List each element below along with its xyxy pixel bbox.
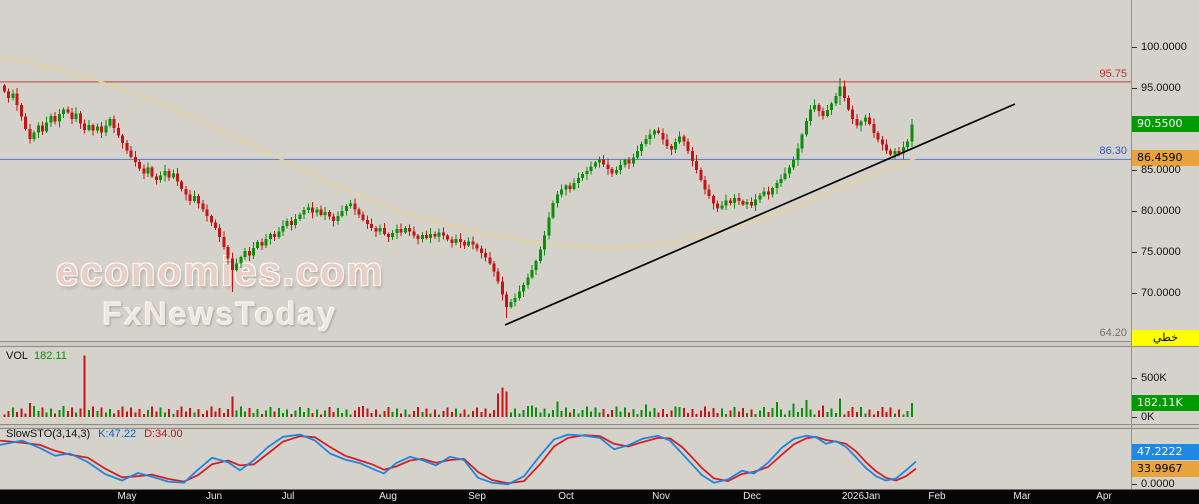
pane-divider[interactable] [0,424,1199,429]
month-label: May [117,491,137,502]
price-tick-label: 80.0000 [1132,204,1198,218]
price-tick-label: 75.0000 [1132,245,1198,259]
time-axis[interactable]: May Jun Jul Aug Sep Oct Nov Dec 2026Jan Feb Mar Apr [0,489,1199,504]
month-label: Aug [379,491,397,502]
volume-tick-label: 0K [1132,410,1198,424]
trendline[interactable] [504,103,1016,326]
horizontal-lines[interactable] [0,81,1131,160]
month-label: Jun [205,491,223,502]
ma-value-badge: 86.4590 [1132,150,1199,167]
volume-pane-header: VOL 182.11 [6,350,67,362]
stochastic-lines [0,433,917,486]
month-label: Apr [1096,491,1112,502]
volume-value-badge: 182.11K [1132,394,1199,411]
month-label: Oct [558,491,574,502]
price-axis-separator [1131,0,1132,489]
month-label: Feb [928,491,946,502]
stochastic-k-value: K:47.22 [98,428,137,440]
stochastic-d-value: D:34.00 [144,428,183,440]
stochastic-d-badge: 33.9967 [1132,461,1199,477]
volume-tick-label: 500K [1132,371,1198,385]
price-tick-label: 100.0000 [1132,40,1198,54]
last-price-badge: 90.5500 [1132,116,1199,133]
pane-divider[interactable] [0,341,1199,347]
candles-series [3,77,914,319]
scale-mode-badge: خطي [1132,330,1199,346]
price-tick-label: 70.0000 [1132,286,1198,300]
moving-average-line [0,55,917,249]
volume-indicator-label: VOL [6,350,29,362]
volume-indicator-value: 182.11 [34,350,67,362]
month-label: Jul [281,491,295,502]
stochastic-tick-label: 0.0000 [1132,477,1198,491]
stochastic-pane-header: SlowSTO(3,14,3) K:47.22 D:34.00 [6,428,183,440]
volume-bars [3,355,913,417]
month-label: 2026Jan [841,491,881,502]
hline-price-label: 64.20 [1099,326,1127,339]
hline-price-label: 95.75 [1099,67,1127,80]
price-tick-label: 95.0000 [1132,81,1198,95]
month-label: Dec [743,491,761,502]
month-label: Sep [468,491,486,502]
month-label: Mar [1013,491,1031,502]
hline-price-label: 86.30 [1099,145,1127,158]
stochastic-k-badge: 47.2222 [1132,444,1199,460]
month-label: Nov [652,491,670,502]
stochastic-indicator-label: SlowSTO(3,14,3) [6,428,91,440]
price-tick-label: 85.0000 [1132,163,1198,177]
